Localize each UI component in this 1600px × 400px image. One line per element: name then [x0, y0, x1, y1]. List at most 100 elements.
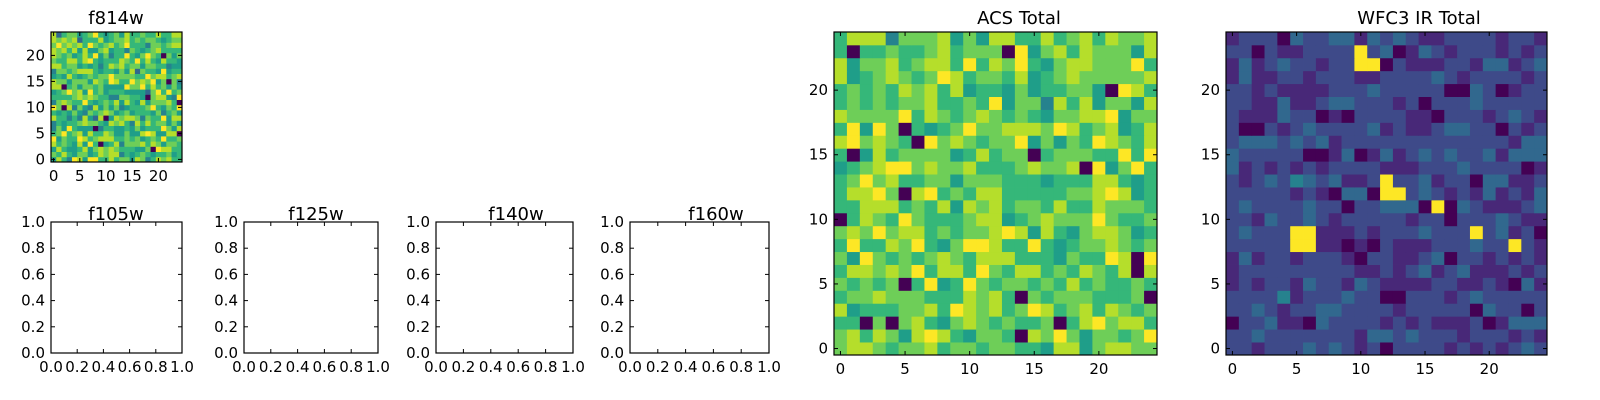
- wfc3-ir-total-cell: [1341, 174, 1355, 188]
- acs-total-cell: [846, 342, 861, 356]
- f814w-cell: [108, 47, 115, 54]
- wfc3-ir-total-cell: [1457, 212, 1471, 227]
- wfc3-ir-total-cell: [1495, 342, 1509, 356]
- wfc3-ir-total-cell: [1354, 316, 1368, 330]
- f814w-cell: [134, 94, 141, 100]
- acs-total-cell: [1092, 122, 1106, 136]
- acs-total-cell: [1066, 342, 1080, 356]
- acs-total-cell: [1079, 44, 1093, 59]
- f814w-cell: [166, 68, 172, 74]
- f814w-cell: [129, 94, 136, 100]
- f814w-cell: [108, 146, 115, 152]
- wfc3-ir-total-cell: [1328, 329, 1342, 343]
- f140w-x-tick-label: 0.2: [451, 358, 475, 376]
- acs-total-cell: [1066, 277, 1080, 291]
- acs-total-cell: [1144, 290, 1158, 304]
- f814w-cell: [87, 156, 94, 163]
- f814w-cell: [98, 110, 104, 116]
- f814w-cell: [56, 37, 62, 43]
- f814w-cell: [82, 94, 89, 100]
- acs-total-cell: [924, 303, 938, 317]
- f814w-cell: [119, 89, 125, 95]
- f814w-cell: [129, 110, 136, 116]
- wfc3-ir-total-cell: [1341, 277, 1355, 291]
- f814w-cell: [56, 42, 62, 48]
- f814w-cell: [155, 63, 162, 69]
- acs-total-cell: [1092, 251, 1106, 265]
- wfc3-ir-total-cell: [1251, 316, 1265, 330]
- wfc3-ir-total-cell: [1238, 238, 1253, 253]
- wfc3-ir-total-cell: [1431, 57, 1445, 72]
- wfc3-ir-total-cell: [1226, 329, 1240, 343]
- acs-total-cell: [1105, 44, 1119, 59]
- f814w-cell: [66, 115, 73, 121]
- wfc3-ir-total-cell: [1405, 32, 1419, 46]
- acs-total-cell: [989, 109, 1003, 123]
- f140w-y-tick-label: 0.8: [406, 239, 430, 257]
- f814w-cell: [56, 89, 62, 95]
- wfc3-ir-total-cell: [1277, 316, 1291, 330]
- wfc3-ir-total-cell: [1405, 316, 1419, 330]
- wfc3-ir-total-cell: [1418, 187, 1432, 201]
- acs-total-cell: [989, 32, 1003, 46]
- f814w-cell: [82, 63, 89, 69]
- acs-total-cell: [898, 122, 912, 136]
- acs-total-cell: [1066, 316, 1080, 330]
- wfc3-ir-total-cell: [1251, 199, 1265, 214]
- wfc3-ir-total-cell: [1482, 316, 1497, 330]
- wfc3-ir-total-cell: [1482, 70, 1497, 85]
- wfc3-ir-total-cell: [1495, 303, 1509, 317]
- wfc3-ir-total-cell: [1469, 109, 1484, 123]
- f814w-cell: [129, 84, 136, 90]
- f814w-cell: [155, 89, 162, 95]
- acs-total-cell: [1105, 212, 1119, 227]
- f814w-cell: [108, 94, 115, 100]
- acs-total-cell: [989, 316, 1003, 330]
- f814w-cell: [150, 32, 157, 38]
- acs-total-cell: [1001, 264, 1016, 278]
- wfc3-ir-total-cell: [1469, 316, 1484, 330]
- acs-total-cell: [1144, 135, 1158, 149]
- f814w-cell: [134, 32, 141, 38]
- wfc3-ir-total-cell: [1444, 70, 1458, 85]
- f814w-cell: [145, 110, 151, 116]
- acs-total-cell: [989, 96, 1003, 110]
- f814w-cell: [92, 52, 99, 59]
- acs-total-cell: [1040, 264, 1055, 278]
- acs-total-cell: [1040, 148, 1055, 162]
- f814w-cell: [134, 110, 141, 116]
- f814w-cell: [98, 151, 104, 158]
- wfc3-ir-total-cell: [1380, 109, 1394, 123]
- f814w-y-tick-label: 5: [35, 124, 45, 142]
- wfc3-ir-total-cell: [1367, 225, 1381, 240]
- f814w-cell: [71, 120, 78, 126]
- wfc3-ir-total-cell: [1277, 44, 1291, 59]
- wfc3-ir-total-cell: [1277, 225, 1291, 240]
- f814w-cell: [171, 32, 178, 38]
- acs-total-cell: [872, 199, 887, 214]
- wfc3-ir-total-cell: [1495, 70, 1509, 85]
- acs-total-cell: [1001, 44, 1016, 59]
- wfc3-ir-total-cell: [1534, 290, 1548, 304]
- f814w-cell: [113, 52, 120, 59]
- f814w-cell: [140, 141, 146, 147]
- wfc3-ir-total-cell: [1226, 32, 1240, 46]
- wfc3-ir-total-cell: [1367, 57, 1381, 72]
- acs-total-cell: [1066, 264, 1080, 278]
- f814w-cell: [98, 84, 104, 90]
- f814w-cell: [51, 84, 57, 90]
- acs-total-cell: [911, 148, 925, 162]
- wfc3-ir-total-cell: [1277, 83, 1291, 97]
- acs-total-cell: [989, 148, 1003, 162]
- wfc3-ir-total-cell: [1303, 251, 1317, 265]
- f814w-cell: [61, 130, 68, 137]
- f814w-cell: [92, 146, 99, 152]
- f814w-cell: [145, 78, 151, 85]
- wfc3-ir-total-cell: [1264, 199, 1278, 214]
- f814w-cell: [103, 120, 110, 126]
- wfc3-ir-total-cell: [1303, 109, 1317, 123]
- wfc3-ir-total-cell: [1534, 174, 1548, 188]
- wfc3-ir-total-cell: [1444, 199, 1458, 214]
- wfc3-ir-total-cell: [1482, 251, 1497, 265]
- wfc3-ir-total-cell: [1328, 238, 1342, 253]
